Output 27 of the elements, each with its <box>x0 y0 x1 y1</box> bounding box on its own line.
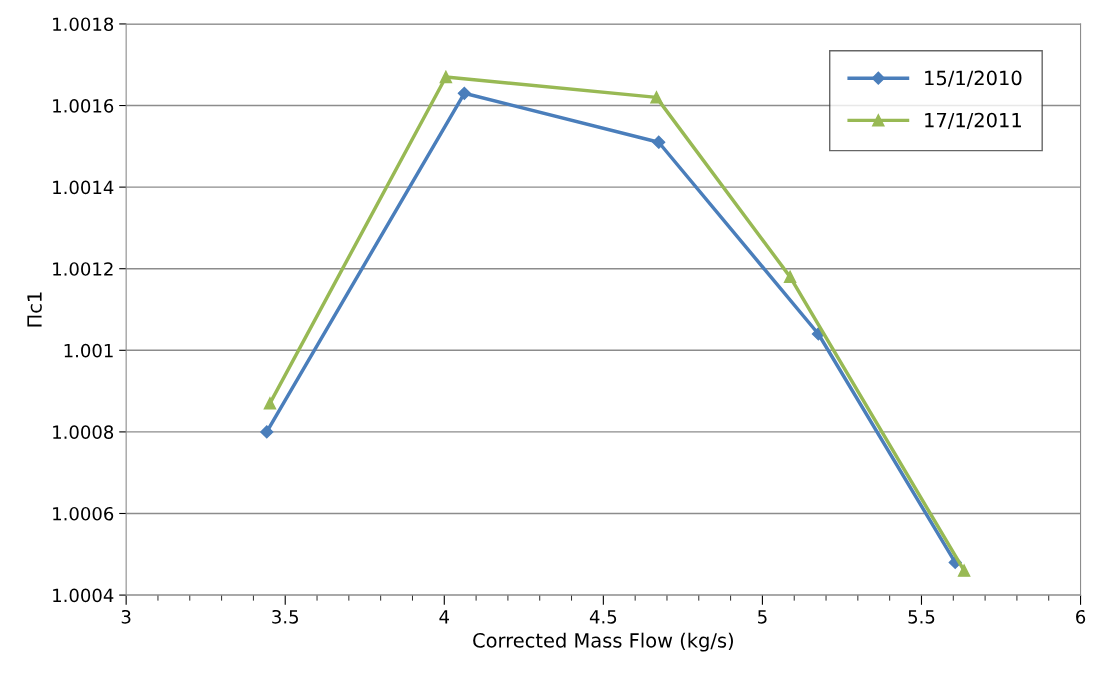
point <box>457 86 471 100</box>
y-tick-label: 1.0008 <box>53 425 114 440</box>
y-tick-label: 1.0018 <box>53 17 114 32</box>
point <box>439 70 453 84</box>
point <box>957 564 971 577</box>
x-tick-label: 3 <box>121 609 131 624</box>
y-tick-label: 1.0006 <box>53 506 114 521</box>
point <box>260 425 274 439</box>
x-tick-label: 4.5 <box>589 610 617 624</box>
y-tick-label: 1.0012 <box>53 262 113 276</box>
point <box>652 135 666 149</box>
y-tick-label: 1.0016 <box>53 98 114 113</box>
legend-label: 15/1/2010 <box>925 70 1022 87</box>
y-tick-label: 1.001 <box>64 343 113 358</box>
x-tick-label: 5.5 <box>908 610 935 624</box>
x-tick-label: 3.5 <box>272 609 298 624</box>
y-tick-label: 1.0014 <box>53 180 114 195</box>
x-axis-title: Corrected Mass Flow (kg/s) <box>473 632 733 652</box>
x-tick-label: 6 <box>1076 609 1086 624</box>
point <box>783 270 797 284</box>
x-tick-label: 4 <box>439 610 450 624</box>
point <box>263 397 277 410</box>
y-axis-title: Πc1 <box>27 292 42 327</box>
y-tick-label: 1.0004 <box>53 588 114 603</box>
legend-label: 17/1/2011 <box>925 112 1021 129</box>
point <box>650 91 663 104</box>
x-tick-label: 5 <box>758 610 767 624</box>
